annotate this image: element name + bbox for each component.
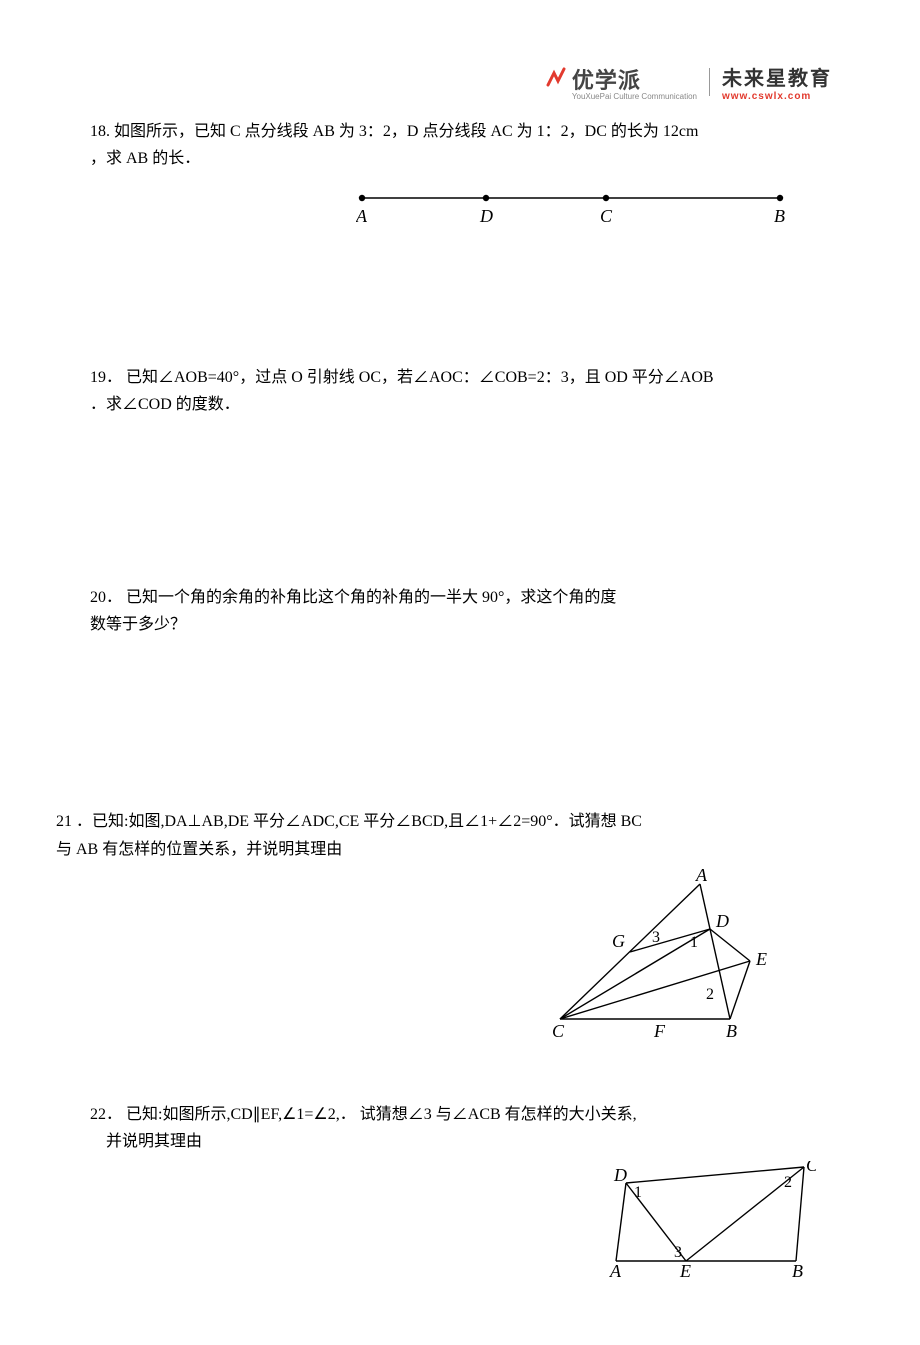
- problem-20-line2: 数等于多少？: [90, 611, 830, 638]
- problem-22-line1: 22． 已知:如图所示,CD∥EF,∠1=∠2,． 试猜想∠3 与∠ACB 有怎…: [90, 1101, 830, 1128]
- logo-right-main: 未来星教育: [722, 62, 832, 91]
- label-2: 2: [784, 1174, 792, 1191]
- problem-21: 21 ．已知:如图,DA⊥AB,DE 平分∠ADC,CE 平分∠BCD,且∠1+…: [56, 808, 830, 1038]
- problem-22: 22． 已知:如图所示,CD∥EF,∠1=∠2,． 试猜想∠3 与∠ACB 有怎…: [90, 1101, 830, 1281]
- problem-20: 20． 已知一个角的余角的补角比这个角的补角的一半大 90°，求这个角的度 数等…: [90, 584, 830, 638]
- label-D: D: [715, 911, 729, 931]
- logo-divider: [709, 68, 710, 96]
- label-A: A: [356, 206, 368, 226]
- problem-21-line1: 21 ．已知:如图,DA⊥AB,DE 平分∠ADC,CE 平分∠BCD,且∠1+…: [56, 808, 830, 835]
- label-3: 3: [674, 1244, 682, 1261]
- logo-brand-sub: YouXuePai Culture Communication: [572, 93, 697, 101]
- label-A: A: [609, 1261, 622, 1281]
- label-D: D: [479, 206, 493, 226]
- problem-18-line1: 18. 如图所示，已知 C 点分线段 AB 为 3：2，D 点分线段 AC 为 …: [90, 118, 830, 145]
- problem-18: 18. 如图所示，已知 C 点分线段 AB 为 3：2，D 点分线段 AC 为 …: [90, 118, 830, 244]
- logo-right: 未来星教育 www.cswlx.com: [722, 62, 832, 102]
- label-B: B: [726, 1021, 737, 1039]
- logo-left: 优学派 YouXuePai Culture Communication: [544, 63, 697, 101]
- logo-brand-text: 优学派: [572, 63, 697, 95]
- problem-20-line1: 20． 已知一个角的余角的补角比这个角的补角的一半大 90°，求这个角的度: [90, 584, 830, 611]
- header-logo: 优学派 YouXuePai Culture Communication 未来星教…: [544, 62, 832, 102]
- label-3: 3: [652, 929, 660, 946]
- label-2: 2: [706, 986, 714, 1003]
- label-1: 1: [634, 1184, 642, 1201]
- label-C: C: [552, 1021, 565, 1039]
- diagram-18: A D C B: [356, 190, 830, 243]
- problem-22-line2: 并说明其理由: [90, 1128, 830, 1155]
- problem-19: 19． 已知∠AOB=40°，过点 O 引射线 OC，若∠AOC：∠COB=2：…: [90, 364, 830, 418]
- label-C: C: [600, 206, 613, 226]
- logo-right-url: www.cswlx.com: [722, 91, 811, 102]
- label-F: F: [653, 1021, 666, 1039]
- label-B: B: [792, 1261, 803, 1281]
- label-E: E: [679, 1261, 691, 1281]
- label-G: G: [612, 931, 625, 951]
- problem-19-line1: 19． 已知∠AOB=40°，过点 O 引射线 OC，若∠AOC：∠COB=2：…: [90, 364, 830, 391]
- problem-18-line2: ，求 AB 的长．: [90, 145, 830, 172]
- problem-19-line2: ．求∠COD 的度数．: [90, 391, 830, 418]
- label-1: 1: [690, 934, 698, 951]
- label-E: E: [755, 949, 767, 969]
- label-C: C: [806, 1161, 816, 1175]
- label-A: A: [695, 869, 708, 885]
- problem-21-line2: 与 AB 有怎样的位置关系，并说明其理由: [56, 836, 830, 863]
- diagram-21: A G D E C F B 3 1 2: [56, 869, 790, 1039]
- logo-icon: [544, 67, 568, 97]
- label-B: B: [774, 206, 785, 226]
- label-D: D: [613, 1165, 627, 1185]
- diagram-22: A E B D C 1 2 3: [90, 1161, 816, 1281]
